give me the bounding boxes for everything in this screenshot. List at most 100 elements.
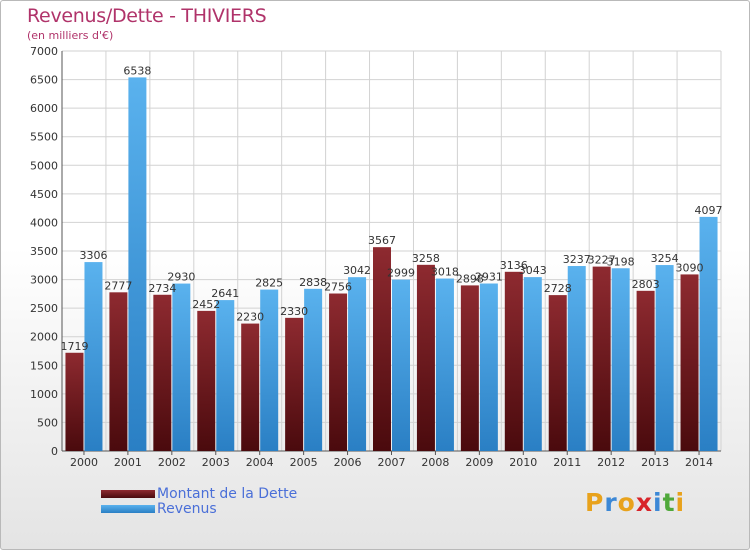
- data-label-revenus-2007: 2999: [387, 267, 415, 280]
- bar-dette-2008: [416, 264, 435, 451]
- y-tick-label: 0: [51, 445, 58, 458]
- legend-swatch-revenus: [101, 505, 155, 513]
- data-label-dette-2003: 2452: [192, 298, 220, 311]
- x-tick-label-2002: 2002: [158, 456, 186, 469]
- x-tick-label-2000: 2000: [70, 456, 98, 469]
- legend-label-dette: Montant de la Dette: [157, 486, 298, 502]
- data-label-revenus-2009: 2931: [475, 271, 503, 284]
- x-tick-label-2010: 2010: [509, 456, 537, 469]
- bar-revenus-2002: [172, 283, 191, 451]
- data-label-revenus-2000: 3306: [79, 249, 107, 262]
- bar-dette-2012: [592, 266, 611, 451]
- y-tick-label: 500: [37, 416, 58, 429]
- x-tick-label-2014: 2014: [685, 456, 713, 469]
- chart-subtitle: (en milliers d'€): [27, 29, 114, 42]
- y-tick-label: 3500: [30, 245, 58, 258]
- x-tick-label-2005: 2005: [290, 456, 318, 469]
- data-label-revenus-2013: 3254: [651, 252, 679, 265]
- bar-revenus-2006: [348, 277, 367, 451]
- data-label-dette-2006: 2756: [324, 281, 352, 294]
- data-label-dette-2009: 2898: [456, 272, 484, 285]
- bar-dette-2003: [197, 310, 216, 451]
- data-label-revenus-2014: 4097: [695, 204, 723, 217]
- bar-revenus-2003: [216, 300, 235, 451]
- data-label-dette-2004: 2230: [236, 311, 264, 324]
- y-tick-label: 6500: [30, 74, 58, 87]
- x-tick-label-2004: 2004: [246, 456, 274, 469]
- bar-revenus-2009: [479, 283, 498, 451]
- bar-revenus-2007: [392, 279, 410, 451]
- data-label-revenus-2003: 2641: [211, 287, 239, 300]
- chart-title: Revenus/Dette - THIVIERS: [27, 5, 267, 27]
- data-label-revenus-2010: 3043: [519, 264, 547, 277]
- bar-revenus-2004: [260, 289, 279, 451]
- data-label-dette-2014: 3090: [676, 261, 704, 274]
- bar-dette-2011: [548, 295, 567, 451]
- bar-dette-2000: [65, 352, 84, 451]
- data-label-revenus-2005: 2838: [299, 276, 327, 289]
- logo-letter: i: [653, 488, 663, 517]
- bar-revenus-2005: [304, 288, 323, 451]
- bar-revenus-2013: [655, 265, 674, 451]
- bar-dette-2009: [460, 285, 479, 451]
- bar-dette-2007: [373, 247, 391, 451]
- bar-dette-2014: [680, 274, 699, 451]
- data-label-revenus-2004: 2825: [255, 277, 283, 290]
- y-tick-label: 1000: [30, 388, 58, 401]
- logo-letter: t: [662, 488, 676, 517]
- data-label-dette-2013: 2803: [632, 278, 660, 291]
- y-tick-label: 3000: [30, 274, 58, 287]
- data-label-dette-2007: 3567: [368, 234, 396, 247]
- data-label-dette-2010: 3136: [500, 259, 528, 272]
- data-label-revenus-2012: 3198: [607, 255, 635, 268]
- data-label-dette-2008: 3258: [412, 252, 440, 265]
- data-label-dette-2001: 2777: [104, 279, 132, 292]
- logo-letter: o: [617, 488, 636, 517]
- x-tick-label-2009: 2009: [465, 456, 493, 469]
- x-tick-label-2001: 2001: [114, 456, 142, 469]
- y-tick-label: 2000: [30, 331, 58, 344]
- logo-letter: P: [585, 488, 605, 517]
- data-label-revenus-2001: 6538: [123, 64, 151, 77]
- bar-revenus-2008: [435, 278, 454, 451]
- x-tick-label-2007: 2007: [378, 456, 406, 469]
- bar-revenus-2001: [128, 77, 147, 452]
- x-tick-label-2011: 2011: [553, 456, 581, 469]
- bar-dette-2001: [109, 292, 128, 451]
- bar-revenus-2012: [611, 268, 630, 451]
- x-tick-label-2006: 2006: [334, 456, 362, 469]
- data-label-dette-2005: 2330: [280, 305, 308, 318]
- y-tick-label: 4500: [30, 188, 58, 201]
- legend-label-revenus: Revenus: [157, 501, 217, 517]
- data-label-revenus-2006: 3042: [343, 264, 371, 277]
- bar-dette-2005: [285, 317, 304, 451]
- bar-revenus-2010: [523, 277, 542, 451]
- logo-letter: x: [635, 488, 653, 517]
- data-label-dette-2002: 2734: [148, 282, 176, 295]
- x-tick-label-2013: 2013: [641, 456, 669, 469]
- data-label-dette-2011: 2728: [544, 282, 572, 295]
- y-tick-label: 5000: [30, 159, 58, 172]
- x-tick-label-2003: 2003: [202, 456, 230, 469]
- y-tick-label: 1500: [30, 359, 58, 372]
- proxiti-logo: Proxiti: [585, 488, 685, 517]
- data-label-dette-2012: 3227: [588, 254, 616, 267]
- bar-dette-2013: [636, 290, 655, 451]
- x-tick-label-2012: 2012: [597, 456, 625, 469]
- bar-revenus-2014: [699, 216, 718, 451]
- y-tick-label: 4000: [30, 216, 58, 229]
- data-label-revenus-2002: 2930: [167, 271, 195, 284]
- y-tick-label: 2500: [30, 302, 58, 315]
- bar-revenus-2011: [567, 266, 586, 451]
- bar-revenus-2000: [84, 262, 103, 451]
- bar-dette-2010: [504, 271, 523, 451]
- y-tick-label: 6000: [30, 102, 58, 115]
- bar-dette-2002: [153, 294, 172, 451]
- data-label-revenus-2008: 3018: [431, 266, 459, 279]
- data-label-dette-2000: 1719: [60, 340, 88, 353]
- x-tick-label-2008: 2008: [421, 456, 449, 469]
- y-tick-label: 7000: [30, 45, 58, 58]
- y-tick-label: 5500: [30, 131, 58, 144]
